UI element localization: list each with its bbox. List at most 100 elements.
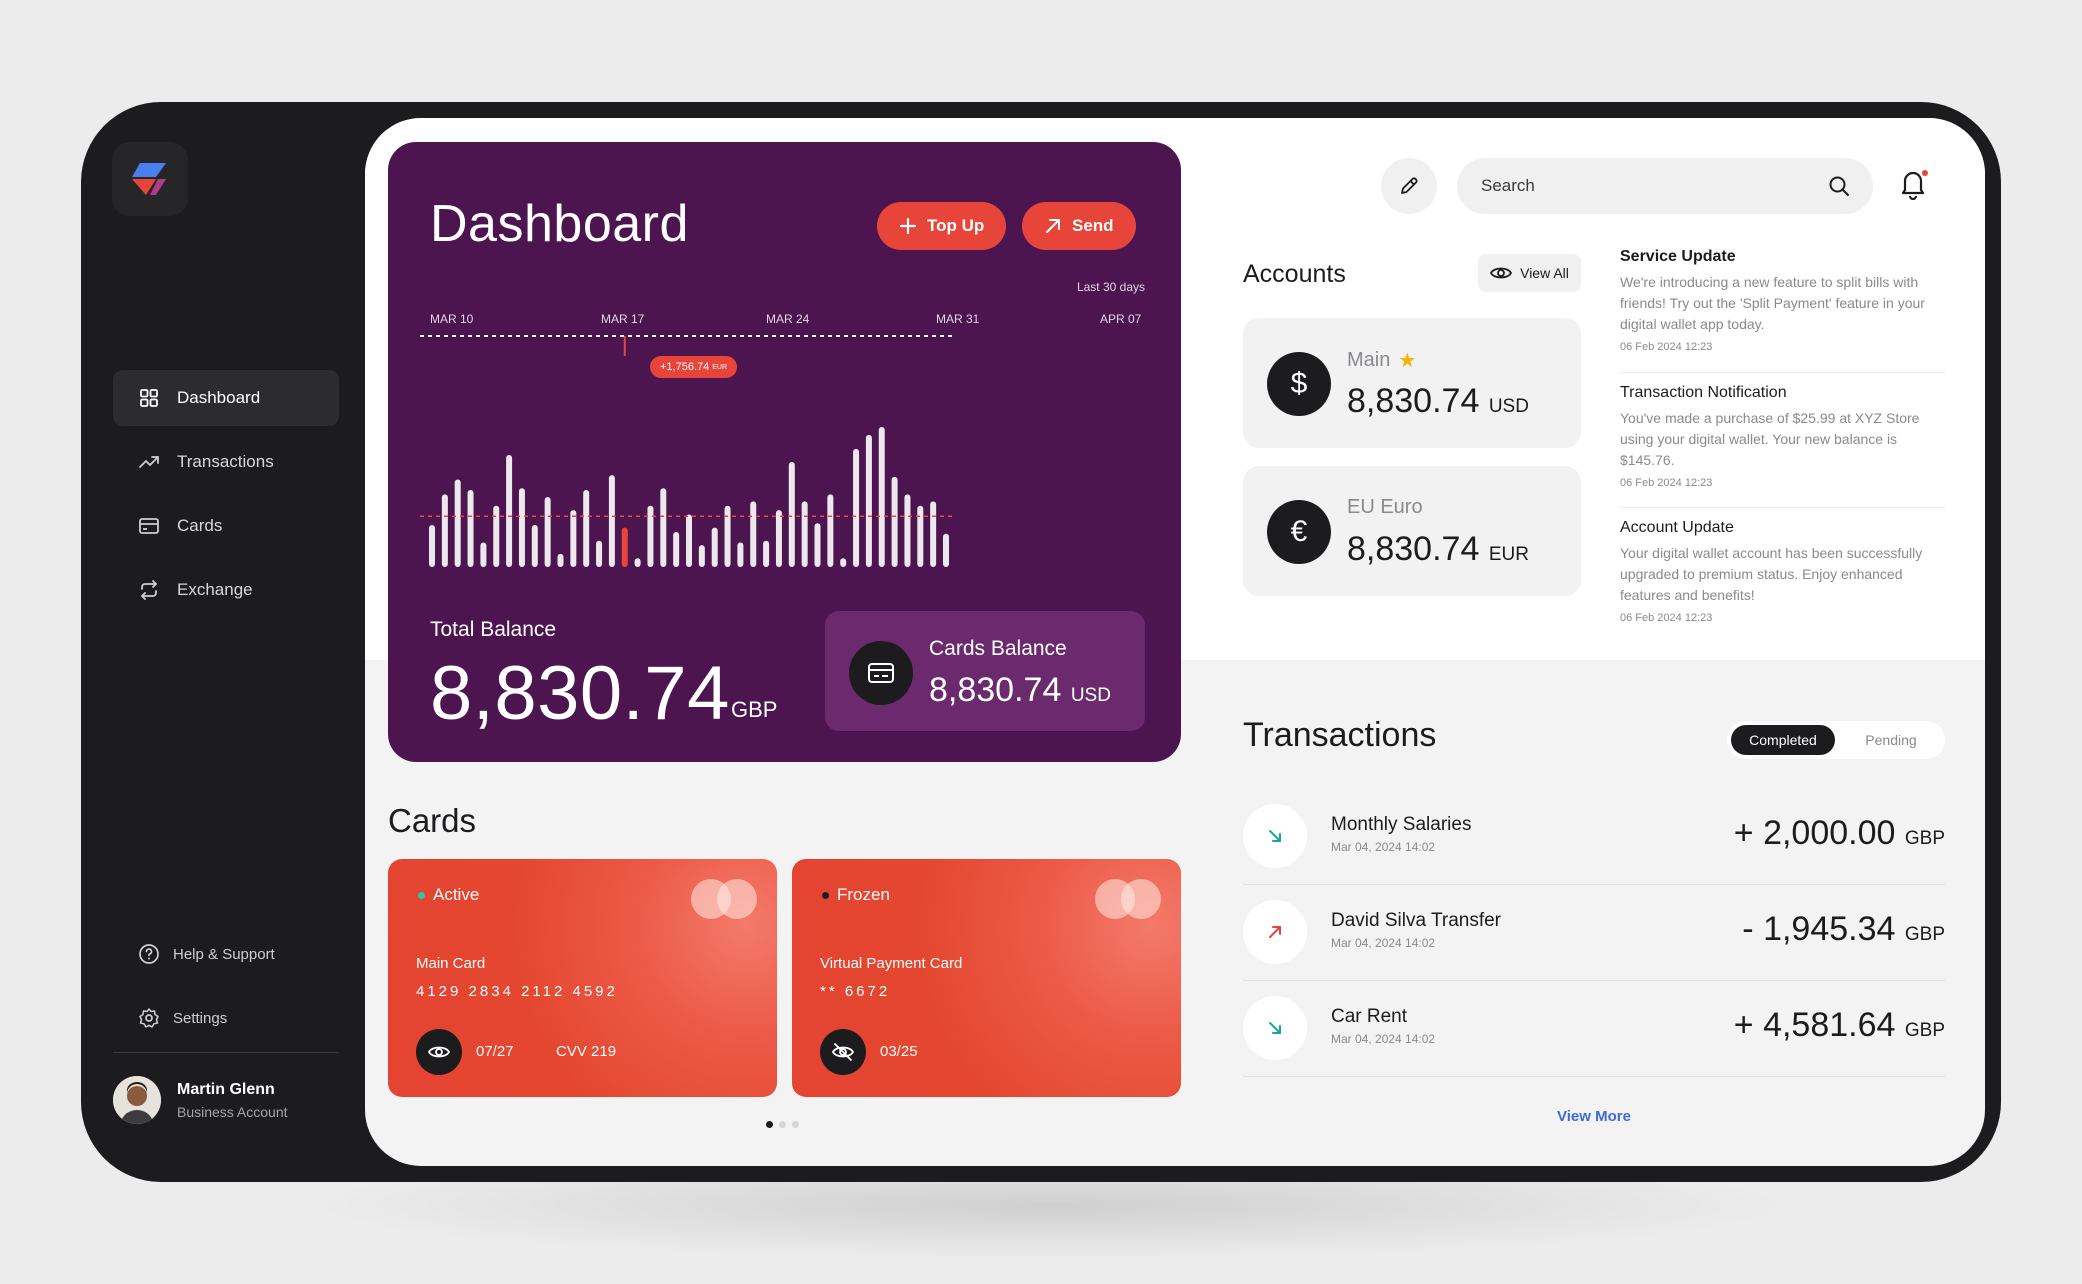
chart-bar[interactable] (660, 488, 667, 567)
account-card-main[interactable]: $ Main ★ 8,830.74 USD (1243, 318, 1581, 448)
chart-bar[interactable] (531, 525, 538, 567)
transaction-name: David Silva Transfer (1331, 910, 1502, 931)
sidebar-item-exchange[interactable]: Exchange (113, 562, 339, 618)
chart-bar[interactable] (943, 533, 949, 567)
sidebar-item-dashboard[interactable]: Dashboard (113, 370, 339, 426)
total-balance-currency: GBP (731, 697, 778, 722)
chart-bar[interactable] (673, 532, 680, 567)
account-name-row: EU Euro (1347, 496, 1423, 519)
settings-link[interactable]: Settings (137, 1006, 227, 1030)
star-icon: ★ (1398, 350, 1417, 372)
notification-title: Account Update (1620, 519, 1734, 536)
chart-bar[interactable] (917, 505, 924, 567)
card-pager[interactable] (766, 1121, 799, 1128)
chart-bar[interactable] (865, 434, 872, 567)
chart-bar[interactable] (570, 510, 577, 567)
account-name-row: Main ★ (1347, 348, 1416, 373)
chart-bar[interactable] (429, 525, 435, 567)
chart-bar[interactable] (840, 558, 847, 567)
cards-balance-box[interactable]: Cards Balance 8,830.74 USD (825, 611, 1145, 731)
mastercard-logo-icon (1095, 879, 1161, 919)
pager-dot[interactable] (766, 1121, 773, 1128)
sidebar-item-cards[interactable]: Cards (113, 498, 339, 554)
chart-bar[interactable] (454, 479, 461, 568)
chart-bar[interactable] (737, 542, 744, 568)
pager-dot[interactable] (792, 1121, 799, 1128)
help-support-link[interactable]: Help & Support (137, 942, 275, 966)
chart-bar[interactable] (891, 476, 898, 567)
search-input[interactable] (1481, 158, 1801, 214)
card-status: Active (418, 885, 479, 905)
chart-bar[interactable] (711, 527, 718, 567)
view-all-button[interactable]: View All (1478, 254, 1581, 292)
search-icon[interactable] (1827, 174, 1851, 203)
chart-bar[interactable] (775, 510, 782, 567)
euro-icon: € (1267, 500, 1331, 564)
chart-bar[interactable] (724, 505, 731, 567)
transactions-title: Transactions (1243, 716, 1437, 754)
chart-bar[interactable] (493, 505, 500, 567)
chart-bar[interactable] (441, 494, 448, 567)
chart-bar[interactable] (801, 501, 808, 567)
card-type: Virtual Payment Card (820, 955, 963, 972)
chart-bar[interactable] (596, 540, 603, 567)
chart-bar[interactable] (467, 490, 474, 567)
notification-item[interactable]: Account Update Your digital wallet accou… (1620, 519, 1945, 624)
notification-item[interactable]: Service Update We're introducing a new f… (1620, 248, 1945, 353)
chart-bar[interactable] (827, 494, 834, 567)
search-bar[interactable] (1457, 158, 1873, 214)
top-up-label: Top Up (927, 216, 985, 235)
card-expiry: 03/25 (880, 1043, 918, 1060)
user-profile[interactable]: Martin Glenn Business Account (113, 1076, 288, 1124)
card-status: Frozen (822, 885, 890, 905)
chart-bar[interactable] (904, 494, 911, 567)
chart-bar[interactable] (480, 542, 487, 568)
transaction-row[interactable]: Car Rent Mar 04, 2024 14:02 + 4,581.64 G… (1243, 980, 1945, 1076)
eye-off-icon[interactable] (820, 1029, 866, 1075)
top-up-button[interactable]: Top Up (877, 202, 1007, 250)
edit-button[interactable] (1381, 158, 1437, 214)
transaction-currency: GBP (1904, 924, 1945, 945)
chart-bar[interactable] (544, 497, 551, 567)
chart-bar[interactable] (647, 505, 654, 567)
account-card-euro[interactable]: € EU Euro 8,830.74 EUR (1243, 466, 1581, 596)
payment-card-main[interactable]: Active Main Card 4129 2834 2112 4592 07/… (388, 859, 777, 1097)
chart-bar[interactable] (583, 490, 590, 567)
transaction-row[interactable]: Monthly Salaries Mar 04, 2024 14:02 + 2,… (1243, 788, 1945, 884)
chart-bar[interactable] (750, 501, 757, 567)
chart-bar[interactable] (788, 462, 795, 567)
pager-dot[interactable] (779, 1121, 786, 1128)
chart-bar[interactable] (634, 558, 641, 567)
chart-bar[interactable] (763, 540, 770, 567)
notification-divider (1620, 372, 1945, 373)
tab-completed[interactable]: Completed (1731, 725, 1835, 755)
chart-bar-highlighted[interactable] (621, 527, 628, 567)
view-more-link[interactable]: View More (1557, 1108, 1631, 1125)
chart-bar[interactable] (853, 448, 860, 567)
notification-title: Service Update (1620, 248, 1736, 265)
logo-icon (132, 163, 166, 195)
chart-bar[interactable] (814, 523, 821, 567)
eye-icon[interactable] (416, 1029, 462, 1075)
sidebar-item-transactions[interactable]: Transactions (113, 434, 339, 490)
chart-bar[interactable] (557, 553, 564, 567)
app-logo[interactable] (112, 142, 188, 216)
chart-bar[interactable] (506, 455, 513, 567)
notification-item[interactable]: Transaction Notification You've made a p… (1620, 384, 1945, 489)
chart-bar[interactable] (878, 427, 885, 567)
notifications-button[interactable] (1896, 166, 1936, 206)
transaction-row[interactable]: David Silva Transfer Mar 04, 2024 14:02 … (1243, 884, 1945, 980)
chart-bar[interactable] (686, 514, 692, 568)
send-button[interactable]: Send (1022, 202, 1136, 250)
arrow-down-right-icon (1243, 996, 1307, 1060)
tab-pending[interactable]: Pending (1865, 732, 1917, 748)
chart-bar[interactable] (518, 488, 525, 567)
chart-bar[interactable] (930, 501, 937, 567)
chart-bar[interactable] (698, 545, 705, 567)
payment-card-virtual[interactable]: Frozen Virtual Payment Card ** 6672 03/2… (792, 859, 1181, 1097)
chart-bar[interactable] (608, 475, 615, 567)
transaction-date: Mar 04, 2024 14:02 (1331, 936, 1436, 950)
x-tick-label: MAR 31 (936, 312, 980, 326)
date-range-label[interactable]: Last 30 days (1076, 280, 1145, 294)
cards-section-title: Cards (388, 802, 477, 839)
